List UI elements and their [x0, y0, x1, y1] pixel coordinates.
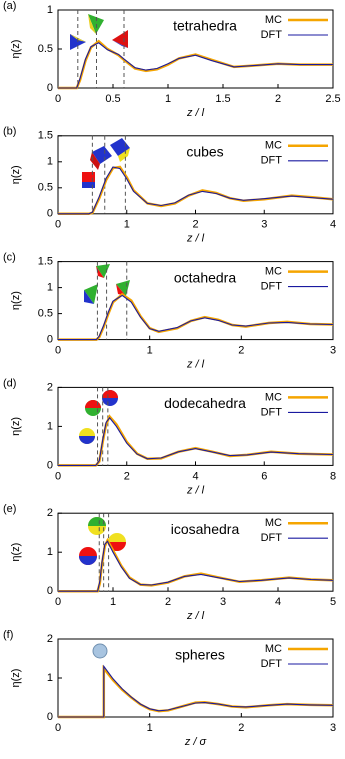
- x-axis-label: z / l: [186, 107, 205, 119]
- x-tick-label: 1: [147, 345, 153, 357]
- y-tick-label: 1: [47, 4, 53, 16]
- y-tick-label: 0.5: [38, 308, 53, 320]
- y-tick-label: 2: [47, 633, 53, 645]
- x-tick-label: 3: [330, 722, 336, 734]
- y-tick-label: 2: [47, 381, 53, 393]
- legend-label: MC: [265, 643, 282, 655]
- series-line: [58, 664, 334, 719]
- x-axis-label: z / l: [186, 610, 205, 622]
- x-tick-label: 2: [192, 219, 198, 231]
- legend-label: DFT: [261, 29, 283, 41]
- chart-title: dodecahedra: [164, 395, 246, 411]
- panel-label: (b): [3, 126, 16, 138]
- y-tick-label: 0: [47, 208, 53, 220]
- x-tick-label: 0: [55, 470, 61, 482]
- legend-label: MC: [265, 14, 282, 26]
- x-tick-label: 0.5: [105, 93, 120, 105]
- y-axis-label: η(z): [10, 291, 22, 310]
- y-tick-label: 1.5: [38, 130, 53, 142]
- series-line: [58, 166, 334, 215]
- chart-title: octahedra: [174, 269, 236, 285]
- x-tick-label: 2: [238, 722, 244, 734]
- x-tick-label: 2: [165, 596, 171, 608]
- y-tick-label: 1: [47, 420, 53, 432]
- y-tick-label: 0: [47, 334, 53, 346]
- x-tick-label: 0: [55, 345, 61, 357]
- chart-title: icosahedra: [171, 521, 240, 537]
- y-axis-label: η(z): [10, 669, 22, 688]
- series-line: [58, 294, 334, 341]
- x-tick-label: 3: [220, 596, 226, 608]
- x-tick-label: 2.5: [325, 93, 340, 105]
- x-tick-label: 4: [330, 219, 336, 231]
- x-tick-label: 1.5: [215, 93, 230, 105]
- x-axis-label: z / l: [186, 359, 205, 371]
- x-tick-label: 2: [275, 93, 281, 105]
- series-line: [58, 165, 334, 216]
- legend-label: DFT: [261, 406, 283, 418]
- x-tick-label: 2: [124, 470, 130, 482]
- y-tick-label: 0: [47, 711, 53, 723]
- x-tick-label: 0: [55, 722, 61, 734]
- chart-title: tetrahedra: [173, 18, 237, 34]
- x-tick-label: 0: [55, 93, 61, 105]
- x-axis-label: z / l: [186, 233, 205, 245]
- legend-label: MC: [265, 391, 282, 403]
- x-tick-label: 0: [55, 596, 61, 608]
- x-tick-label: 4: [275, 596, 281, 608]
- legend-label: MC: [265, 517, 282, 529]
- x-tick-label: 1: [147, 722, 153, 734]
- x-tick-label: 1: [124, 219, 130, 231]
- y-axis-label: η(z): [10, 417, 22, 436]
- series-line: [58, 664, 334, 718]
- panel-label: (d): [3, 377, 16, 389]
- x-tick-label: 6: [261, 470, 267, 482]
- y-axis-label: η(z): [10, 40, 22, 59]
- x-tick-label: 3: [330, 345, 336, 357]
- chart-title: spheres: [175, 647, 225, 663]
- y-axis-label: η(z): [10, 543, 22, 562]
- x-tick-label: 5: [330, 596, 336, 608]
- series-line: [58, 416, 334, 466]
- panel-label: (a): [3, 0, 16, 12]
- y-tick-label: 0: [47, 459, 53, 471]
- panel-label: (c): [3, 252, 16, 264]
- y-tick-label: 0.5: [38, 182, 53, 194]
- y-tick-label: 1: [47, 282, 53, 294]
- legend-label: DFT: [261, 532, 283, 544]
- y-tick-label: 1: [47, 672, 53, 684]
- x-tick-label: 4: [192, 470, 198, 482]
- y-tick-label: 2: [47, 507, 53, 519]
- series-line: [58, 292, 334, 341]
- x-axis-label: z / l: [186, 484, 205, 496]
- legend-label: DFT: [261, 155, 283, 167]
- x-axis-label: z / σ: [184, 736, 207, 748]
- y-tick-label: 0: [47, 82, 53, 94]
- panel-label: (f): [3, 629, 13, 641]
- legend-label: DFT: [261, 658, 283, 670]
- legend-label: MC: [265, 266, 282, 278]
- legend-label: DFT: [261, 281, 283, 293]
- x-tick-label: 1: [165, 93, 171, 105]
- plot-frame: [57, 261, 334, 341]
- y-axis-label: η(z): [10, 165, 22, 184]
- legend-label: MC: [265, 140, 282, 152]
- series-line: [58, 42, 333, 89]
- x-tick-label: 2: [238, 345, 244, 357]
- x-tick-label: 0: [55, 219, 61, 231]
- chart-title: cubes: [186, 144, 223, 160]
- icons: [70, 14, 130, 659]
- x-tick-label: 1: [110, 596, 116, 608]
- y-tick-label: 1: [47, 546, 53, 558]
- series-line: [58, 540, 334, 592]
- y-tick-label: 1.5: [38, 256, 53, 268]
- panel-label: (e): [3, 503, 16, 515]
- y-tick-label: 0: [47, 585, 53, 597]
- y-tick-label: 0.5: [38, 43, 53, 55]
- y-tick-label: 1: [47, 156, 53, 168]
- x-tick-label: 8: [330, 470, 336, 482]
- x-tick-label: 3: [261, 219, 267, 231]
